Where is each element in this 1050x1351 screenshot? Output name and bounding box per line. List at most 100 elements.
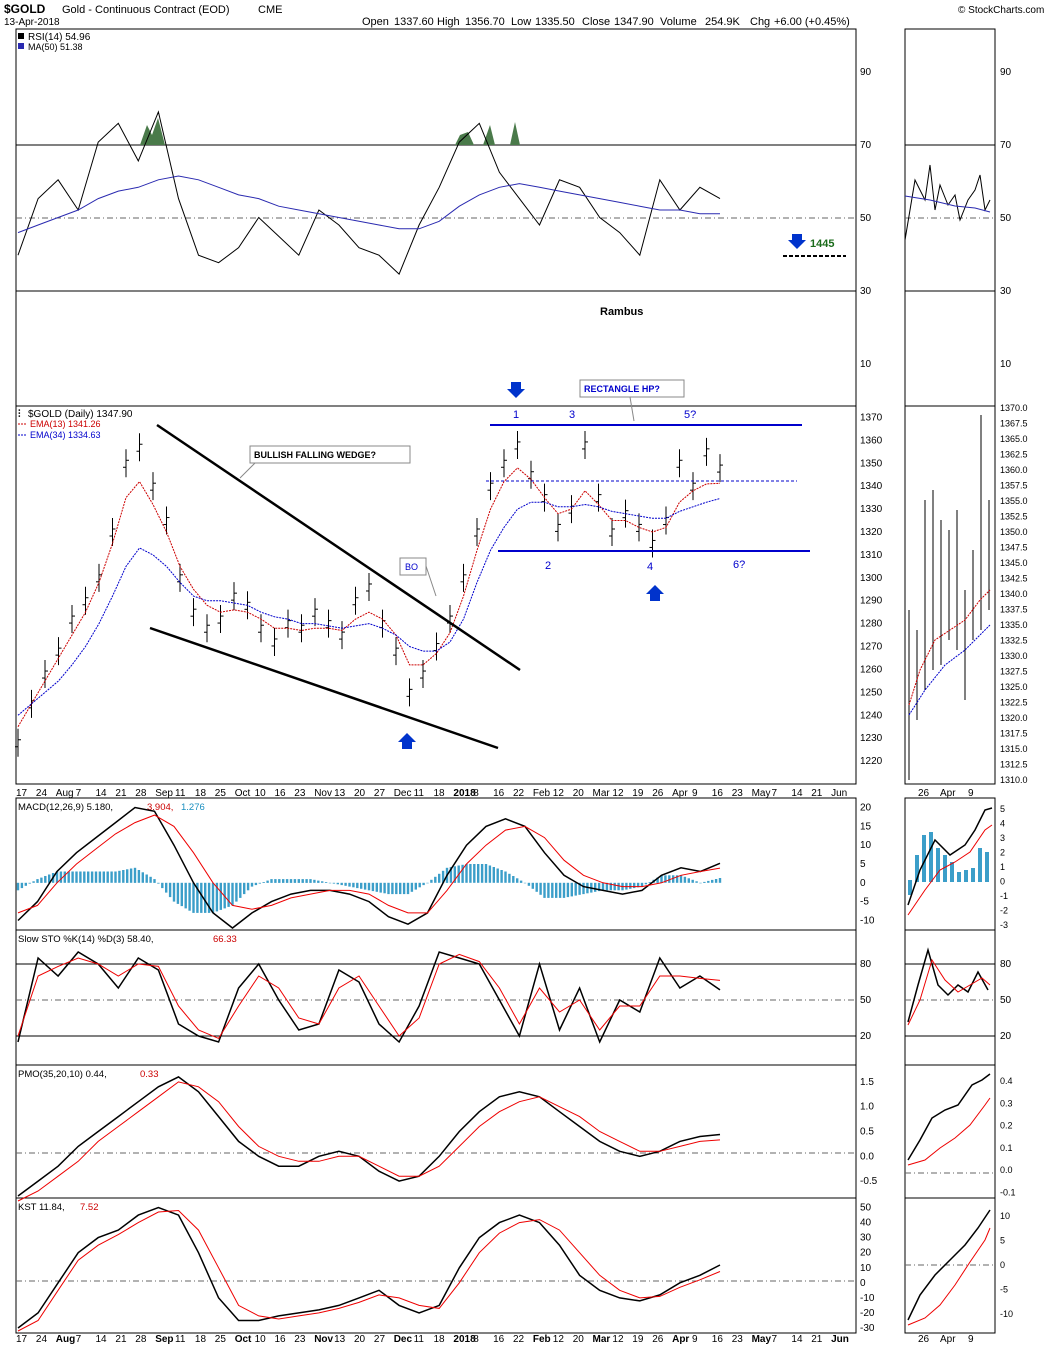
x-axis-label: Dec bbox=[394, 788, 412, 799]
x-axis-label: 10 bbox=[255, 788, 267, 799]
x-axis-label: 23 bbox=[294, 1334, 306, 1345]
instrument-name: Gold - Continuous Contract (EOD) bbox=[62, 4, 230, 16]
macd-panel: MACD(12,26,9) 5.180, 3.904, 1.276 201510… bbox=[16, 802, 1008, 930]
target-label: 1445 bbox=[810, 238, 834, 250]
inset-x-label-9-bottom: 9 bbox=[968, 1334, 974, 1345]
macd-hist-bar bbox=[344, 882, 347, 886]
open-label: Open bbox=[362, 16, 389, 28]
sto-inset-k bbox=[907, 947, 989, 1023]
macd-hist-bar bbox=[40, 877, 43, 883]
macd-hist-bar bbox=[289, 879, 293, 883]
price-tick: 1240 bbox=[860, 710, 883, 721]
macd-inset-tick: -2 bbox=[1000, 906, 1008, 916]
macd-hist-bar bbox=[605, 882, 609, 891]
price-inset-tick: 1312.5 bbox=[1000, 760, 1028, 770]
price-inset-tick: 1330.0 bbox=[1000, 651, 1028, 661]
ma-legend: MA(50) 51.38 bbox=[28, 42, 83, 52]
macd-hist-bar bbox=[527, 882, 531, 886]
macd-hist-bar bbox=[332, 882, 336, 884]
price-panel: ⫶ $GOLD (Daily) 1347.90 EMA(13) 1341.26 … bbox=[15, 379, 1028, 785]
macd-hist-bar bbox=[395, 882, 398, 895]
rsi-tick-10: 10 bbox=[860, 359, 872, 370]
macd-hist-bar bbox=[492, 867, 495, 883]
macd-hist-bar bbox=[449, 867, 453, 883]
macd-hist-bar bbox=[617, 882, 620, 891]
macd-hist-bar bbox=[691, 879, 694, 883]
rsi-inset-tick-70: 70 bbox=[1000, 140, 1012, 151]
kst-inset-tick: 5 bbox=[1000, 1236, 1005, 1246]
rsi-inset-tick-90: 90 bbox=[1000, 67, 1012, 78]
price-tick: 1340 bbox=[860, 481, 883, 492]
x-axis-label: Apr bbox=[672, 1334, 689, 1345]
macd-hist-bar bbox=[239, 882, 242, 898]
low-value: 1335.50 bbox=[535, 16, 575, 28]
macd-hist-bar bbox=[410, 882, 414, 892]
price-tick: 1360 bbox=[860, 435, 883, 446]
x-axis-label: 11 bbox=[414, 788, 425, 799]
sto-inset-tick-50: 50 bbox=[1000, 995, 1012, 1006]
inset-hist-bar bbox=[971, 868, 975, 882]
price-inset-tick: 1347.5 bbox=[1000, 543, 1028, 553]
macd-hist-bar bbox=[352, 882, 355, 888]
pmo-panel-frame bbox=[15, 1064, 857, 1199]
price-tick: 1300 bbox=[860, 573, 883, 584]
x-axis-label: Aug bbox=[56, 1334, 75, 1345]
macd-hist-bar bbox=[496, 868, 499, 883]
macd-tick: 15 bbox=[860, 821, 872, 832]
inset-hist-bar bbox=[922, 835, 926, 882]
x-axis-label: 18 bbox=[434, 1334, 446, 1345]
inset-hist-bar bbox=[950, 862, 954, 882]
macd-hist-bar bbox=[629, 882, 632, 889]
x-axis-label: 24 bbox=[36, 1334, 48, 1345]
sto-tick-50: 50 bbox=[860, 995, 872, 1006]
close-label: Close bbox=[582, 16, 610, 28]
x-axis-label: 20 bbox=[354, 788, 366, 799]
macd-hist-bar bbox=[90, 871, 94, 883]
price-inset-tick: 1317.5 bbox=[1000, 729, 1028, 739]
sto-legend-a: Slow STO %K(14) %D(3) 58.40, bbox=[18, 934, 154, 945]
inset-hist-bar bbox=[929, 832, 933, 882]
macd-hist-bar bbox=[531, 882, 534, 889]
rsi-inset-tick-10: 10 bbox=[1000, 359, 1012, 370]
price-inset-tick: 1362.5 bbox=[1000, 450, 1028, 460]
macd-hist-bar bbox=[161, 882, 164, 889]
macd-hist-bar bbox=[555, 882, 558, 898]
x-axis-label: 23 bbox=[732, 788, 744, 799]
x-axis-label: 19 bbox=[632, 788, 644, 799]
volume-label: Volume bbox=[660, 16, 697, 28]
price-tick: 1330 bbox=[860, 504, 883, 515]
macd-hist-bar bbox=[305, 879, 308, 883]
macd-hist-bar bbox=[137, 870, 141, 883]
macd-inset-tick: 5 bbox=[1000, 804, 1005, 814]
inset-x-label-apr: Apr bbox=[940, 788, 956, 799]
macd-hist-bar bbox=[328, 882, 332, 884]
x-axis-label: 16 bbox=[493, 788, 505, 799]
ema34-line bbox=[17, 498, 721, 716]
macd-hist-bar bbox=[207, 882, 211, 913]
x-axis-label: 12 bbox=[553, 788, 565, 799]
macd-inset-tick: 0 bbox=[1000, 877, 1005, 887]
kst-inset-tick: -10 bbox=[1000, 1309, 1013, 1319]
sto-panel: Slow STO %K(14) %D(3) 58.40, 66.33 80 50… bbox=[16, 934, 1012, 1044]
rsi-inset-tick-50: 50 bbox=[1000, 213, 1012, 224]
macd-hist-bar bbox=[340, 882, 343, 886]
price-tick: 1320 bbox=[860, 527, 883, 538]
pmo-inset-tick: -0.1 bbox=[1000, 1188, 1016, 1198]
price-inset-tick: 1340.0 bbox=[1000, 589, 1028, 599]
macd-hist-bar bbox=[484, 864, 488, 883]
x-axis-label: Feb bbox=[533, 788, 551, 799]
macd-tick: -5 bbox=[860, 897, 869, 908]
x-axis-label: May bbox=[752, 788, 771, 799]
chg-value: +6.00 (+0.45%) bbox=[774, 16, 850, 28]
macd-hist-bar bbox=[258, 882, 261, 884]
macd-hist-bar bbox=[360, 882, 363, 889]
x-axis-label: 8 bbox=[473, 1334, 479, 1345]
macd-hist-bar bbox=[87, 871, 90, 883]
x-axis-bottom: 17 24 Aug 7 14 21 28 Sep 11 18 25 Oct 10 16 23 Nov 13 20 2… bbox=[16, 1334, 849, 1345]
inset-x-label-26-bottom: 26 bbox=[918, 1334, 930, 1345]
macd-hist-bar bbox=[55, 871, 59, 883]
macd-hist-bar bbox=[278, 879, 281, 883]
macd-hist-bar bbox=[640, 882, 644, 887]
macd-hist-bar bbox=[566, 882, 570, 898]
